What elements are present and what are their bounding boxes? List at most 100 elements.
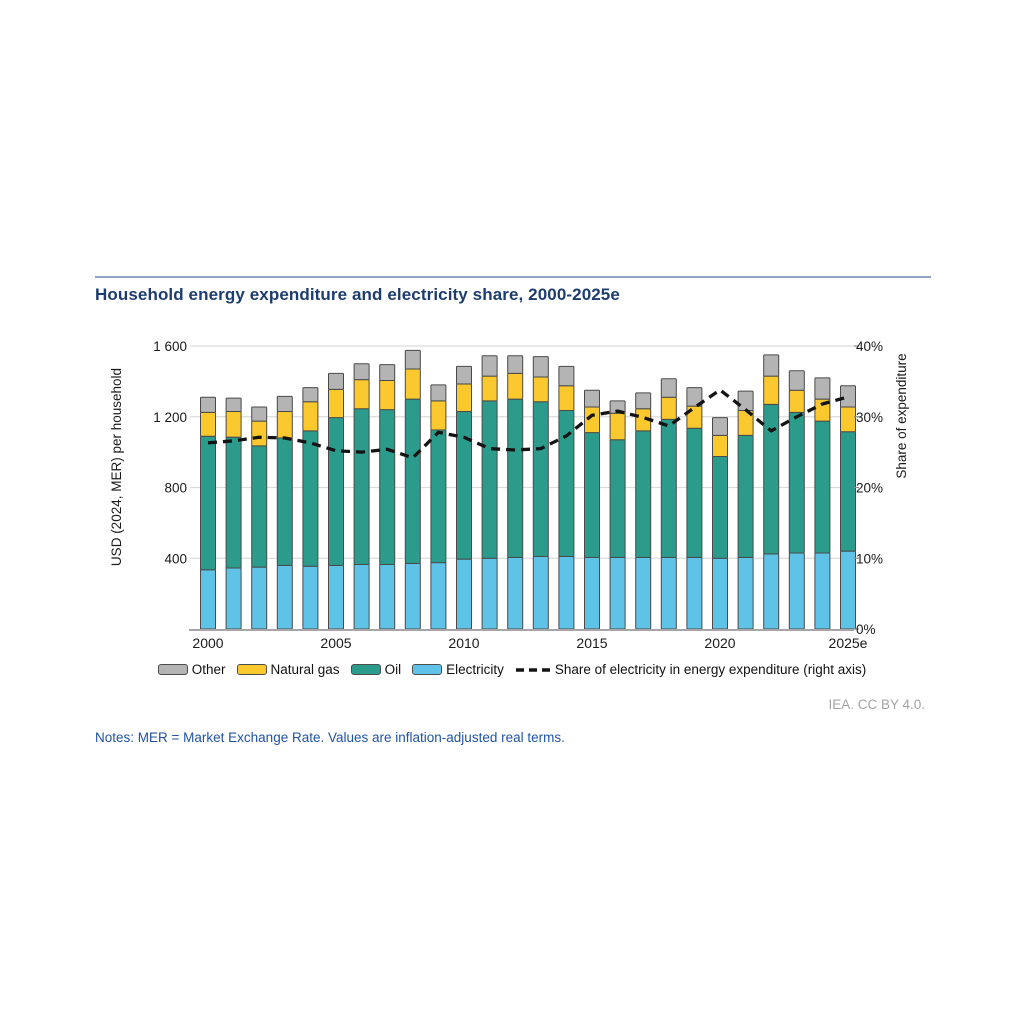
chart-notes: Notes: MER = Market Exchange Rate. Value… (95, 730, 565, 745)
chart-title: Household energy expenditure and electri… (95, 285, 620, 304)
bar-segment-natural-gas-2015 (584, 406, 600, 434)
bar-segment-other-2000 (200, 396, 216, 413)
top-divider (95, 276, 931, 278)
bar-segment-electricity-2004 (302, 565, 319, 630)
bar-segment-natural-gas-2009 (430, 400, 447, 431)
legend-swatch-oil (350, 664, 381, 675)
left-axis-title: USD (2024, MER) per household (109, 368, 124, 566)
left-axis-tick-label: 400 (164, 551, 187, 566)
bar-segment-electricity-2016 (609, 556, 626, 630)
bar-segment-oil-2022 (763, 403, 780, 555)
bar-segment-natural-gas-2011 (481, 375, 498, 402)
bar-segment-electricity-2013 (532, 555, 549, 630)
bar-segment-other-2012 (507, 355, 524, 374)
source-attribution: IEA. CC BY 4.0. (828, 697, 925, 712)
bar-segment-other-2008 (404, 349, 421, 370)
bar-segment-oil-2010 (456, 410, 472, 560)
legend-item-electricity-share-line: Share of electricity in energy expenditu… (515, 662, 866, 677)
bar-segment-other-2020 (712, 417, 728, 436)
bar-segment-electricity-2002 (251, 566, 268, 630)
legend-item-other: Other (157, 662, 226, 677)
bar-segment-other-2005 (328, 372, 344, 390)
bar-segment-electricity-2003 (276, 564, 293, 630)
bar-segment-other-2002 (251, 406, 268, 422)
bar-segment-other-2024 (814, 377, 831, 400)
bar-segment-other-2015 (584, 389, 600, 408)
legend-label-other: Other (191, 662, 226, 677)
dashed-line-icon (515, 667, 550, 672)
bar-segment-other-2022 (763, 354, 780, 377)
bar-segment-oil-2025 (840, 431, 856, 552)
bar-segment-other-2014 (558, 365, 575, 387)
bar-segment-other-2016 (609, 400, 626, 414)
bar-segment-oil-2007 (379, 409, 396, 565)
x-axis-tick-label: 2010 (448, 635, 479, 651)
bar-segment-natural-gas-2002 (251, 420, 268, 447)
bar-segment-natural-gas-2014 (558, 385, 575, 412)
bar-segment-natural-gas-2005 (328, 388, 344, 419)
bar-segment-natural-gas-2006 (353, 379, 370, 410)
bar-segment-oil-2023 (788, 411, 805, 554)
bar-segment-oil-2006 (353, 408, 370, 565)
bar-segment-oil-2012 (507, 398, 524, 558)
right-axis-title: Share of expenditure (894, 353, 909, 478)
bar-segment-oil-2000 (200, 435, 216, 571)
left-axis-tick-label: 1 200 (153, 410, 187, 425)
bar-segment-other-2010 (456, 365, 472, 385)
bar-segment-electricity-2012 (507, 556, 524, 630)
electricity-share-line (207, 388, 849, 460)
bar-segment-other-2004 (302, 387, 319, 403)
bar-segment-other-2009 (430, 384, 447, 402)
bar-segment-other-2025 (840, 385, 856, 408)
bar-segment-oil-2002 (251, 445, 268, 568)
legend-label-electricity-share: Share of electricity in energy expenditu… (554, 662, 867, 677)
x-axis-tick-label: 2000 (192, 635, 223, 651)
bar-segment-natural-gas-2003 (276, 410, 293, 439)
bar-segment-electricity-2024 (814, 552, 831, 630)
bar-segment-other-2007 (379, 364, 396, 381)
legend-swatch-electricity (412, 664, 443, 675)
bar-segment-natural-gas-2022 (763, 375, 780, 405)
bar-segment-oil-2015 (584, 432, 600, 558)
bar-segment-natural-gas-2016 (609, 412, 626, 441)
bar-segment-electricity-2025 (840, 550, 856, 630)
bar-segment-natural-gas-2023 (788, 389, 805, 413)
bar-segment-natural-gas-2012 (507, 372, 524, 400)
bar-segment-oil-2008 (404, 398, 421, 565)
legend-swatch-other (157, 664, 188, 675)
bar-segment-electricity-2010 (456, 558, 472, 630)
bar-segment-natural-gas-2013 (532, 376, 549, 403)
bar-segment-oil-2016 (609, 439, 626, 558)
bar-segment-electricity-2019 (686, 556, 703, 630)
bar-segment-oil-2004 (302, 430, 319, 567)
legend-label-electricity: Electricity (446, 662, 504, 677)
bar-segment-natural-gas-2010 (456, 383, 472, 412)
bar-segment-oil-2005 (328, 417, 344, 566)
right-axis-tick-label: 20% (856, 481, 883, 496)
legend-item-natural-gas: Natural gas (236, 662, 340, 677)
bar-segment-oil-2024 (814, 420, 831, 554)
bar-segment-oil-2018 (660, 418, 677, 558)
bar-segment-oil-2017 (635, 430, 652, 558)
bar-segment-natural-gas-2001 (225, 410, 242, 438)
x-axis-tick-label: 2020 (704, 635, 735, 651)
right-axis-tick-label: 30% (856, 410, 883, 425)
bar-segment-oil-2003 (276, 437, 293, 566)
bar-segment-natural-gas-2020 (712, 434, 728, 458)
left-axis-tick-label: 800 (164, 481, 187, 496)
x-axis-tick-label: 2025e (829, 635, 868, 651)
chart-legend: Other Natural gas Oil Electricity Share … (60, 662, 964, 677)
bar-segment-electricity-2008 (404, 563, 421, 630)
legend-swatch-natural-gas (236, 664, 267, 675)
bar-segment-natural-gas-2007 (379, 379, 396, 411)
left-axis-tick-label: 1 600 (153, 339, 187, 354)
right-axis-tick-label: 10% (856, 551, 883, 566)
bar-segment-oil-2020 (712, 456, 728, 559)
bar-segment-oil-2011 (481, 400, 498, 559)
bar-segment-natural-gas-2004 (302, 401, 319, 432)
bar-segment-other-2017 (635, 392, 652, 410)
bar-segment-electricity-2021 (737, 556, 754, 630)
bar-segment-oil-2009 (430, 429, 447, 564)
